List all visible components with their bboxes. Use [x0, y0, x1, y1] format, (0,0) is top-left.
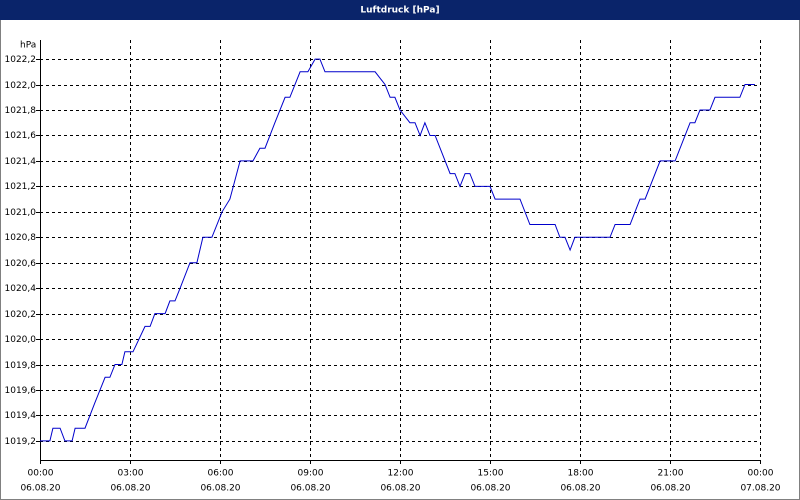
- y-tick-label: 1022,2: [5, 55, 37, 65]
- x-tick-label: 00:00: [748, 469, 774, 479]
- y-tick-label: 1021,4: [5, 157, 37, 167]
- x-tick-label: 18:00: [568, 469, 594, 479]
- x-tick-date: 06.08.20: [650, 484, 690, 494]
- x-tick-label: 00:00: [28, 469, 54, 479]
- x-tick-date: 06.08.20: [560, 484, 600, 494]
- x-tick-label: 09:00: [298, 469, 324, 479]
- y-tick-label: 1020,2: [5, 310, 37, 320]
- y-tick-label: 1021,2: [5, 182, 37, 192]
- y-tick-label: 1020,6: [5, 259, 37, 269]
- x-tick-label: 12:00: [388, 469, 414, 479]
- y-tick-label: 1019,2: [5, 437, 37, 447]
- y-tick-label: 1019,8: [5, 361, 37, 371]
- x-tick-date: 07.08.20: [740, 484, 780, 494]
- title-bar: [0, 0, 800, 20]
- y-tick-label: 1020,8: [5, 233, 37, 243]
- x-tick-label: 06:00: [208, 469, 234, 479]
- x-tick-date: 06.08.20: [110, 484, 150, 494]
- y-tick-label: 1021,8: [5, 106, 37, 116]
- y-tick-label: 1021,0: [5, 208, 37, 218]
- y-tick-label: 1019,4: [5, 411, 37, 421]
- y-unit: hPa: [20, 41, 36, 51]
- y-tick-label: 1020,4: [5, 284, 37, 294]
- x-tick-date: 06.08.20: [380, 484, 420, 494]
- x-tick-label: 15:00: [478, 469, 504, 479]
- x-tick-date: 06.08.20: [290, 484, 330, 494]
- y-tick-label: 1022,0: [5, 81, 37, 91]
- x-tick-date: 06.08.20: [20, 484, 60, 494]
- pressure-line: [40, 58, 755, 442]
- y-tick-label: 1020,0: [5, 335, 37, 345]
- y-tick-label: 1021,6: [5, 131, 37, 141]
- y-tick-label: 1019,6: [5, 386, 37, 396]
- chart-title: Luftdruck [hPa]: [360, 6, 439, 16]
- x-tick-label: 03:00: [118, 469, 144, 479]
- x-tick-date: 06.08.20: [200, 484, 240, 494]
- x-tick-date: 06.08.20: [470, 484, 510, 494]
- x-tick-label: 21:00: [658, 469, 684, 479]
